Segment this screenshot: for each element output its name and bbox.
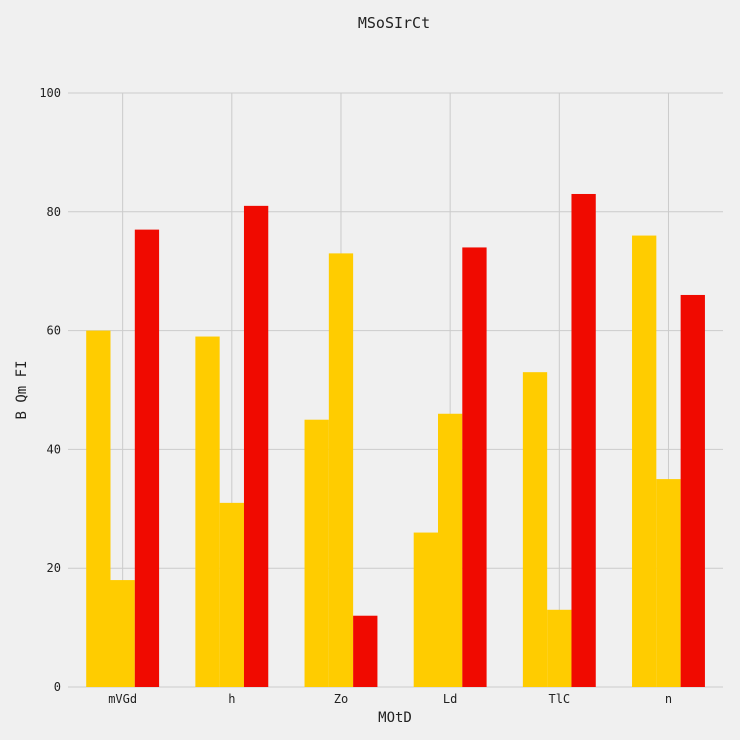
y-tick-label: 0 [54, 680, 61, 694]
x-tick-label: n [665, 692, 672, 706]
bar-series-1-mVGd [86, 330, 111, 687]
bar-series-3-Zo [353, 615, 378, 687]
bar-series-1-h [195, 336, 220, 687]
bar-series-1-n [632, 235, 657, 687]
bar-series-2-h [219, 502, 244, 687]
x-tick-label: mVGd [108, 692, 137, 706]
x-axis-label: MOtD [378, 710, 412, 726]
bar-series-3-TlC [571, 193, 596, 688]
bar-series-2-Zo [328, 253, 354, 687]
y-tick-label: 20 [47, 561, 61, 575]
bar-series-3-h [243, 205, 269, 688]
y-tick-labels: 0 20 40 60 80 100 [39, 86, 61, 694]
bar-series-1-Zo [304, 419, 329, 687]
chart-title: MSoSIrCt [358, 14, 430, 32]
y-tick-label: 80 [47, 205, 61, 219]
grid-lines [68, 92, 723, 688]
bar-series-1-Ld [413, 532, 438, 687]
x-tick-label: Zo [334, 692, 348, 706]
bar-series-3-n [680, 294, 705, 687]
bar-series-2-n [656, 479, 681, 687]
bar-series-3-mVGd [134, 229, 160, 687]
x-tick-label: Ld [443, 692, 457, 706]
bar-series-3-Ld [462, 247, 487, 687]
bar-series-2-TlC [547, 609, 572, 687]
x-tick-label: TlC [548, 692, 570, 706]
x-tick-label: h [228, 692, 235, 706]
bar-series-2-Ld [438, 413, 463, 687]
bars [86, 193, 705, 688]
bar-series-1-TlC [522, 372, 548, 687]
y-axis-label: B Qm FI [14, 360, 30, 419]
y-tick-label: 100 [39, 86, 61, 100]
y-tick-label: 60 [47, 324, 61, 338]
bar-series-2-mVGd [110, 580, 135, 687]
x-tick-labels: mVGd h Zo Ld TlC n [108, 692, 672, 706]
y-tick-label: 40 [47, 442, 61, 456]
